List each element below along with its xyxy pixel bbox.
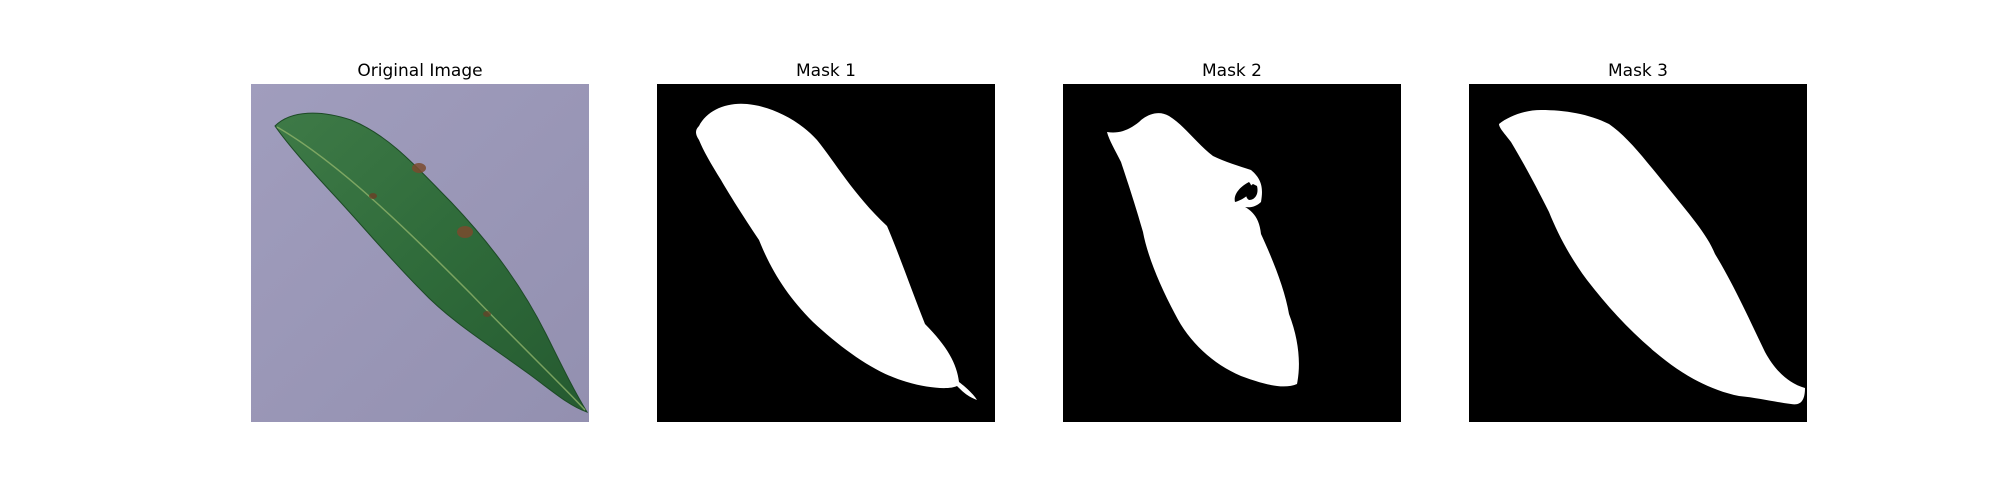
leaf-photo [251,84,589,422]
mask-1 [657,84,995,422]
panel-mask-3: Mask 3 [1469,58,1807,422]
panel-original-image: Original Image [251,58,589,422]
panel-title: Mask 1 [795,61,856,81]
panel-title: Original Image [357,61,483,81]
leaf-spot [457,226,473,238]
mask-2-image [1063,84,1401,422]
mask-1-image [657,84,995,422]
panel-title: Mask 2 [1201,61,1262,81]
leaf-spot [369,193,377,199]
mask-2 [1063,84,1401,422]
leaf-midrib [276,126,586,411]
panel-mask-1: Mask 1 [657,58,995,422]
mask-region [696,103,977,400]
mask-hole [1246,184,1258,200]
panel-title: Mask 3 [1607,61,1668,81]
leaf-blade [274,112,589,413]
leaf-spot [412,163,426,173]
panel-mask-2: Mask 2 [1063,58,1401,422]
mask-3 [1469,84,1807,422]
mask-region [1107,113,1299,387]
mask-3-image [1469,84,1807,422]
original-image [251,84,589,422]
mask-region [1499,110,1805,405]
leaf-spot [483,311,491,317]
